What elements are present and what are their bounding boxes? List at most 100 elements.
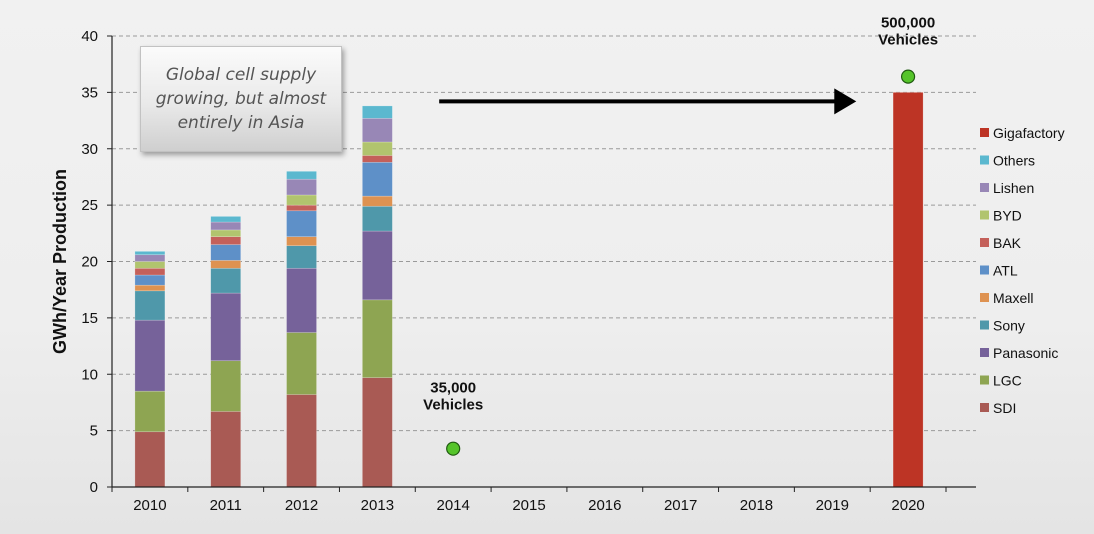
x-tick-label: 2015 (512, 497, 545, 514)
legend-label-maxell: Maxell (993, 290, 1033, 306)
x-tick-label: 2020 (891, 497, 924, 514)
bar-segment-maxell (362, 195, 393, 207)
y-tick-label: 25 (81, 197, 98, 214)
vehicle-marker-dot (900, 69, 916, 84)
bar-segment-lishen (362, 118, 393, 143)
y-tick-label: 5 (90, 423, 98, 440)
bar-segment-sdi (210, 411, 242, 488)
bar-segment-sony (362, 205, 393, 232)
x-tick-label: 2012 (285, 497, 318, 514)
legend-swatch-bak (980, 238, 989, 247)
bar-segment-others (210, 216, 242, 223)
y-axis-label: GWh/Year Production (50, 169, 70, 354)
bar-segment-lgc (362, 299, 393, 378)
bar-segment-lgc (134, 390, 166, 433)
legend-swatch-sdi (980, 403, 989, 412)
legend-swatch-byd (980, 210, 989, 220)
legend-swatch-maxell (980, 293, 989, 302)
bar-segment-panasonic (362, 230, 393, 301)
x-tick-label: 2013 (361, 497, 394, 514)
legend-swatch-lgc (980, 375, 989, 385)
legend-label-bak: BAK (993, 235, 1022, 251)
y-tick-label: 40 (81, 28, 98, 45)
bar-segment-lgc (286, 332, 317, 395)
legend-label-lgc: LGC (993, 373, 1022, 389)
bar-segment-panasonic (210, 292, 242, 362)
bar-segment-lgc (210, 360, 242, 412)
bar-segment-others (362, 105, 393, 119)
legend-swatch-gigafactory (980, 128, 989, 137)
bar-segment-lishen (286, 178, 317, 196)
bar-segment-others (134, 251, 166, 256)
x-tick-label: 2016 (588, 497, 621, 514)
bar-segment-sony (134, 290, 166, 321)
bar-segment-maxell (134, 284, 166, 292)
y-tick-label: 20 (81, 254, 98, 271)
x-tick-label: 2018 (740, 497, 773, 514)
bar-segment-panasonic (286, 267, 317, 333)
bar-segment-bak (286, 204, 317, 212)
y-tick-label: 0 (90, 479, 98, 496)
legend-label-gigafactory: Gigafactory (993, 125, 1065, 141)
vehicle-marker-label: Vehicles (423, 397, 483, 414)
bar-segment-maxell (210, 260, 242, 269)
bars (134, 92, 924, 488)
legend-label-sdi: SDI (993, 400, 1016, 416)
x-tick-label: 2011 (210, 497, 242, 514)
x-tick-label: 2010 (133, 497, 166, 514)
y-tick-label: 30 (81, 141, 98, 158)
x-tick-label: 2019 (816, 497, 849, 514)
bar-segment-atl (134, 274, 166, 286)
bar-segment-bak (210, 236, 242, 245)
bar-segment-sony (210, 267, 242, 294)
callout-text: Global cell supply growing, but almost e… (155, 65, 327, 133)
bar-segment-atl (286, 210, 317, 237)
legend-label-atl: ATL (993, 263, 1018, 279)
vehicle-marker-dot (446, 441, 461, 456)
bar-segment-byd (362, 141, 393, 156)
bar-segment-byd (134, 261, 166, 269)
callout-box: Global cell supply growing, but almost e… (140, 46, 342, 152)
legend-swatch-panasonic (980, 348, 989, 357)
bar-segment-lishen (210, 221, 242, 231)
legend-label-sony: Sony (993, 318, 1025, 334)
bar-segment-sdi (286, 394, 317, 488)
bar-segment-sdi (134, 431, 166, 488)
y-tick-label: 10 (81, 366, 98, 383)
trend-arrow (439, 88, 857, 115)
x-tick-labels: 2010 2011 2012 2013 2014 2015 2016 2017 2018 2019… (133, 497, 925, 514)
legend-swatch-lishen (980, 183, 989, 192)
arrow-head (834, 88, 857, 115)
axes (107, 35, 976, 492)
legend-label-lishen: Lishen (993, 180, 1034, 196)
legend-swatch-sony (980, 320, 989, 330)
bar-segment-sony (286, 245, 317, 269)
legend-label-others: Others (993, 153, 1035, 169)
legend: Gigafactory Others Lishen BYD BAK ATL Maxell So… (980, 125, 1065, 416)
y-tick-label: 15 (81, 310, 98, 327)
bar-segment-atl (362, 161, 393, 197)
vehicle-marker-label: 35,000 (430, 380, 476, 397)
bar-segment-sdi (362, 377, 393, 488)
bar-segment-byd (286, 194, 317, 206)
bar-segment-others (286, 171, 317, 180)
x-tick-label: 2014 (436, 497, 469, 514)
legend-swatch-atl (980, 265, 989, 275)
x-tick-label: 2017 (664, 497, 697, 514)
vehicle-marker-label: 500,000 (881, 15, 935, 32)
legend-label-byd: BYD (993, 208, 1022, 224)
bar-segment-atl (210, 244, 242, 261)
bar-segment-lishen (134, 254, 166, 262)
vehicle-marker-label: Vehicles (878, 32, 938, 49)
bar-segment-gigafactory (892, 92, 924, 488)
y-tick-label: 35 (81, 84, 98, 101)
bar-segment-bak (134, 267, 166, 276)
legend-swatch-others (980, 155, 989, 165)
y-tick-labels: 0 5 10 15 20 25 30 35 40 (81, 28, 98, 496)
bar-segment-byd (210, 229, 242, 237)
bar-segment-maxell (286, 236, 317, 247)
legend-label-panasonic: Panasonic (993, 345, 1058, 361)
bar-segment-panasonic (134, 319, 166, 392)
